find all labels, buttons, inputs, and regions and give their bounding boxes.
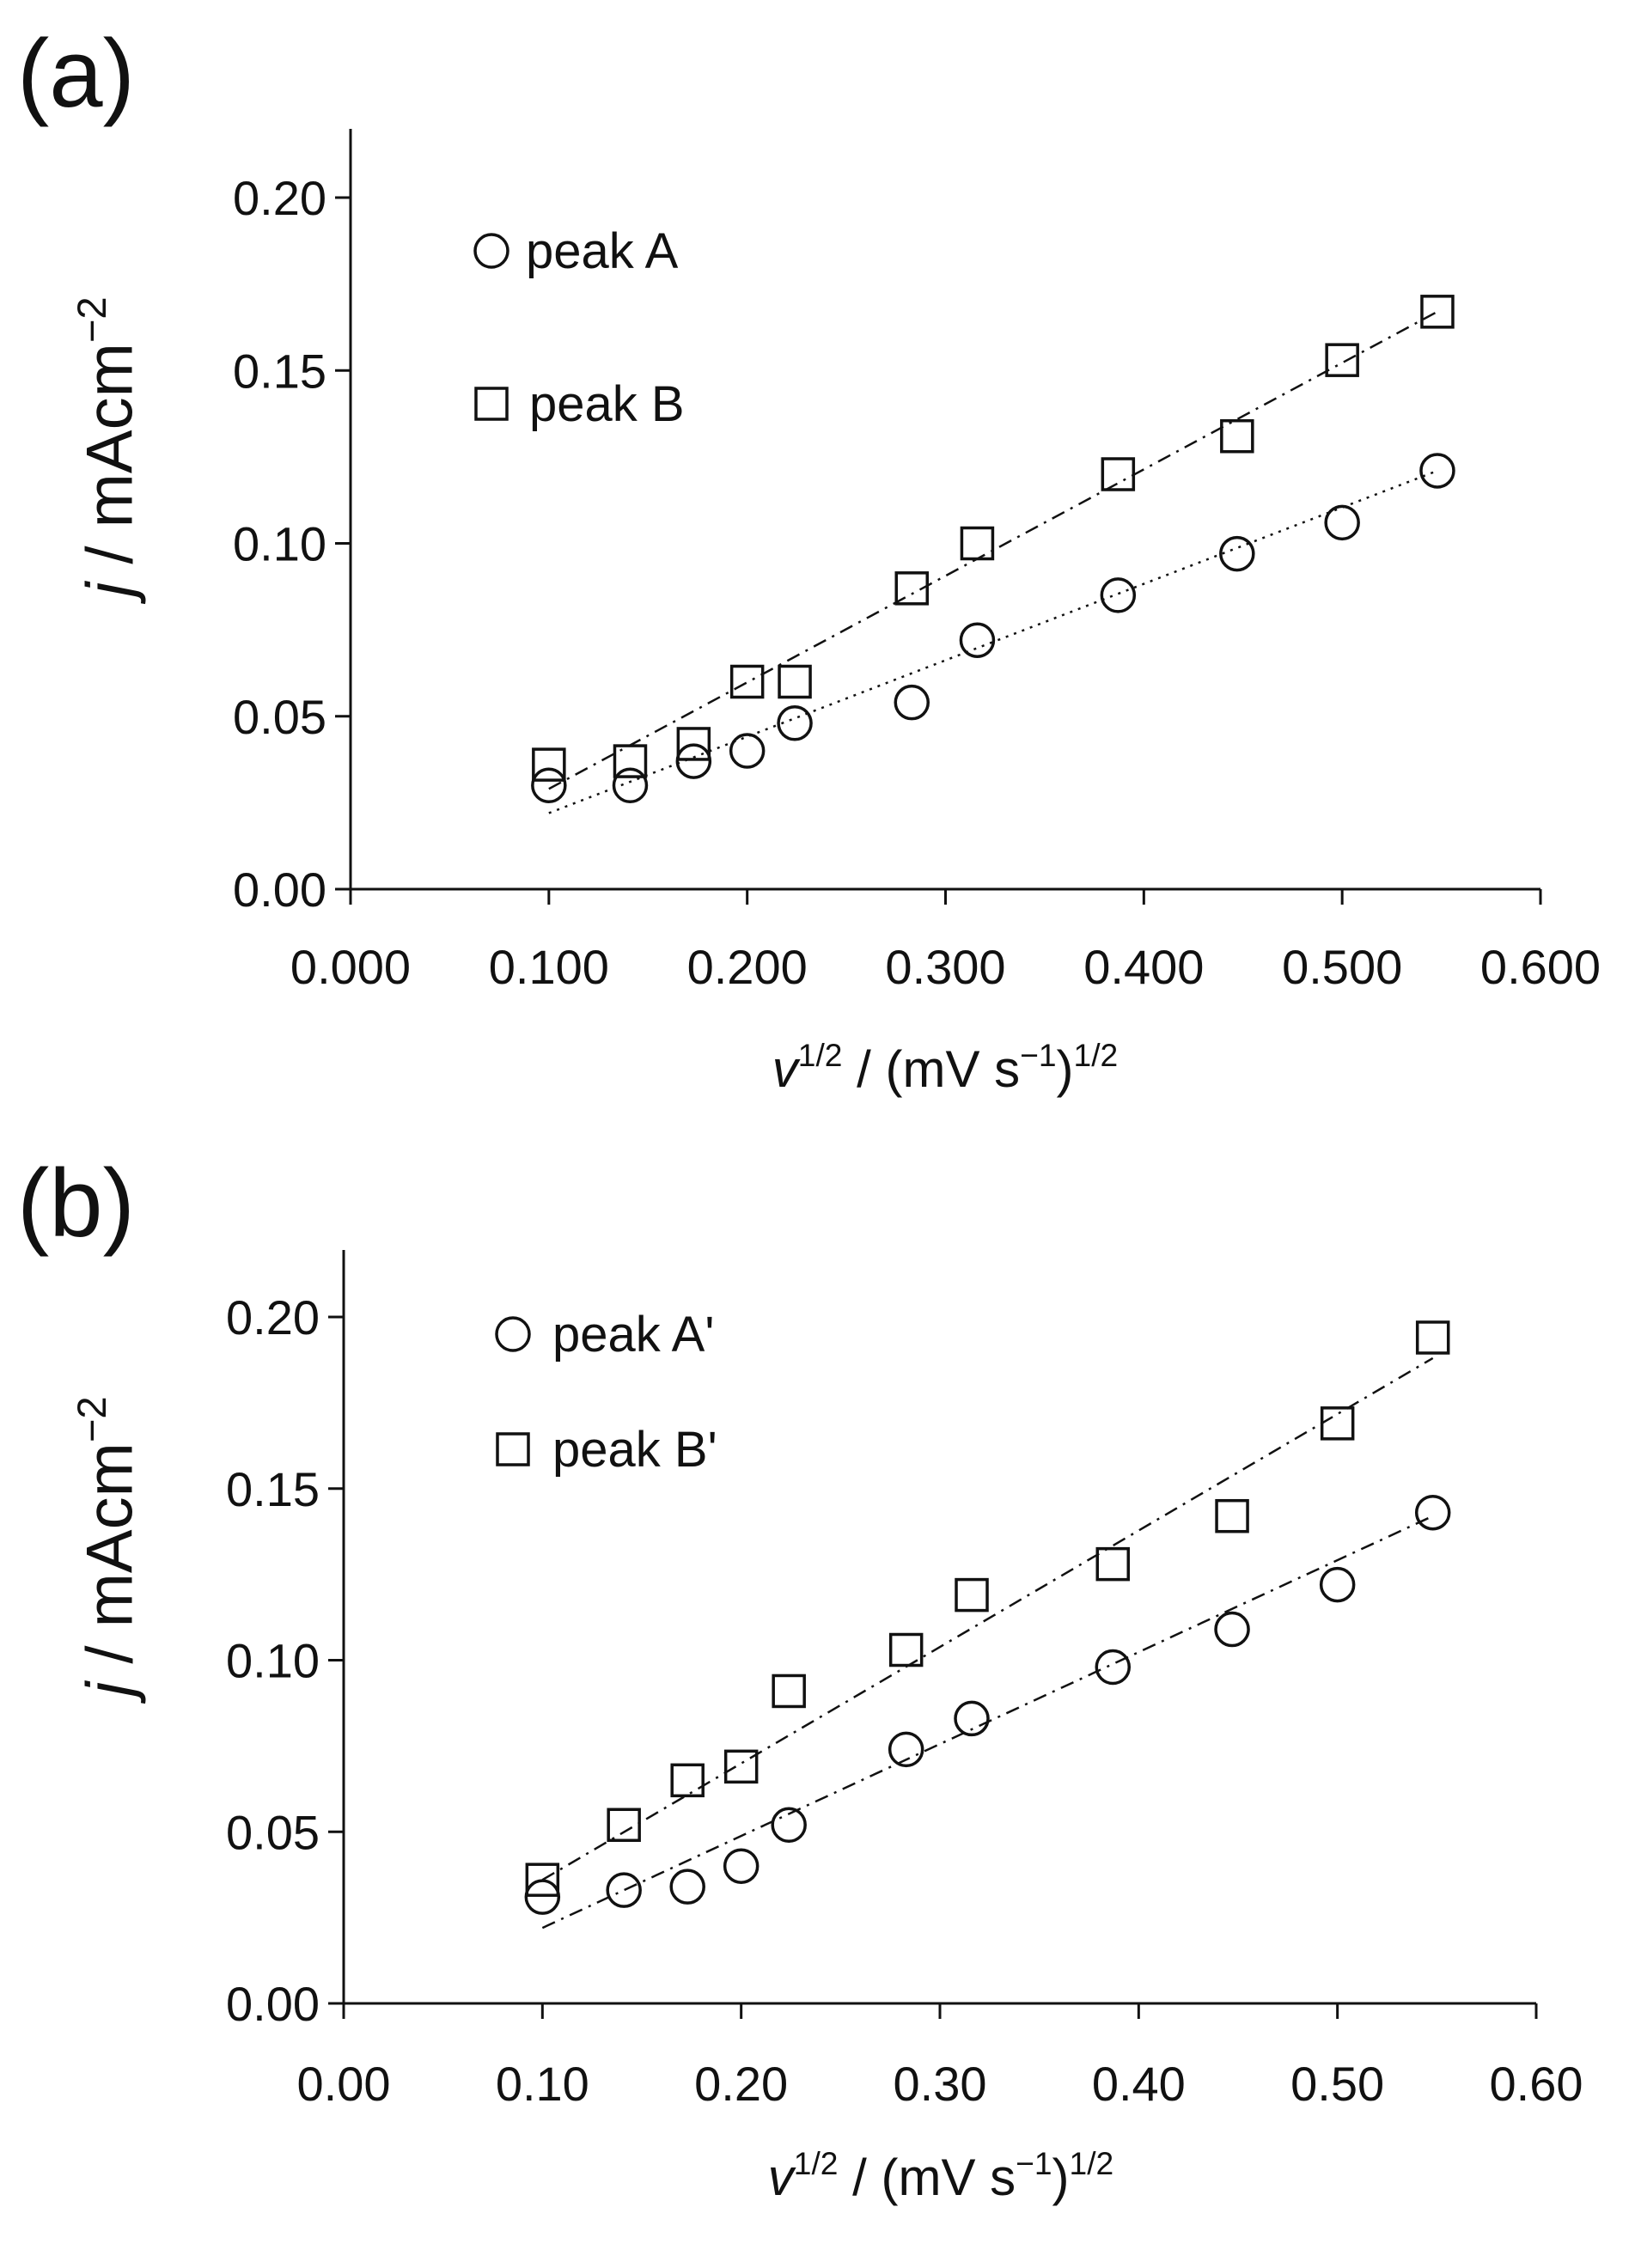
data-point-square (960, 526, 995, 561)
data-point-square (772, 1674, 806, 1709)
data-point-circle (1219, 535, 1255, 572)
data-point-square (1320, 1406, 1355, 1441)
y-tick-label: 0.10 (226, 1634, 320, 1688)
chart-canvas-b: 0.00 0.05 0.10 0.15 0.20 0.00 0.10 0.20 0.30 0.40… (226, 1250, 1583, 2111)
data-point-circle (1319, 1566, 1356, 1603)
data-point-square (955, 1577, 989, 1613)
x-tick-label: 0.300 (885, 940, 1005, 994)
data-point-square (888, 1632, 924, 1667)
data-point-square (778, 664, 812, 699)
data-point-circle (1324, 504, 1360, 541)
chart-canvas-a: 0.00 0.05 0.10 0.15 0.20 0.000 0.100 0.200 0.300… (233, 129, 1601, 994)
x-tick-label: 0.500 (1282, 940, 1402, 994)
panel-label-b: (b) (17, 1149, 135, 1257)
legend-label: peak A (526, 223, 679, 279)
data-point-square (525, 1863, 560, 1897)
data-point-circle (531, 767, 567, 803)
legend-label: peak A' (552, 1307, 714, 1363)
data-point-square (670, 1763, 705, 1798)
data-point-square (894, 571, 930, 606)
legend-marker-circle (473, 233, 509, 269)
y-tick-label: 0.00 (233, 863, 326, 917)
data-point-circle (669, 1869, 705, 1905)
y-tick-label: 0.10 (233, 517, 326, 571)
y-tick-label: 0.15 (226, 1462, 320, 1516)
legend-marker-square (496, 1432, 530, 1466)
x-tick-label: 0.600 (1480, 940, 1601, 994)
trendline-square (541, 1357, 1434, 1881)
data-point-circle (606, 1872, 642, 1908)
data-point-circle (524, 1879, 561, 1915)
data-point-square (1220, 418, 1254, 454)
x-tick-label: 0.000 (290, 940, 411, 994)
data-point-circle (888, 1731, 924, 1768)
data-point-square (1095, 1546, 1131, 1582)
data-point-circle (1095, 1649, 1132, 1686)
x-tick-label: 0.00 (297, 2057, 391, 2111)
data-point-square (676, 727, 711, 761)
data-point-square (729, 664, 765, 699)
data-point-circle (777, 705, 813, 741)
data-point-circle (729, 733, 766, 769)
x-tick-label: 0.20 (694, 2057, 788, 2111)
data-point-square (607, 1808, 641, 1843)
data-point-square (1415, 1320, 1450, 1355)
x-tick-label: 0.10 (496, 2057, 589, 2111)
data-point-square (613, 744, 648, 778)
data-point-square (1420, 295, 1455, 329)
y-tick-label: 0.15 (233, 344, 326, 398)
data-point-circle (723, 1848, 760, 1884)
data-point-square (532, 747, 566, 782)
data-point-circle (1419, 453, 1455, 489)
data-point-circle (1414, 1494, 1451, 1531)
legend-marker-circle (495, 1316, 531, 1352)
y-tick-label: 0.20 (226, 1290, 320, 1344)
data-point-square (723, 1749, 759, 1784)
y-tick-label: 0.05 (226, 1805, 320, 1859)
panel-label-a: (a) (17, 20, 135, 127)
chart-panel-b: 0.00 0.05 0.10 0.15 0.20 0.00 0.10 0.20 0.30 0.40… (0, 1134, 1635, 2268)
x-tick-label: 0.400 (1083, 940, 1204, 994)
x-axis-title-a: v1/2 / (mV s−1)1/2 (772, 1036, 1119, 1098)
data-point-square (1101, 457, 1136, 491)
data-point-circle (954, 1700, 990, 1737)
legend-label: peak B (529, 376, 685, 432)
x-tick-label: 0.60 (1490, 2057, 1583, 2111)
legend-label: peak B' (552, 1422, 717, 1478)
data-point-square (1215, 1498, 1249, 1533)
data-point-circle (612, 767, 649, 803)
x-tick-label: 0.30 (894, 2057, 987, 2111)
x-axis-title-b: v1/2 / (mV s−1)1/2 (767, 2144, 1114, 2206)
y-tick-label: 0.05 (233, 690, 326, 744)
legend-marker-square (474, 387, 509, 421)
data-point-circle (894, 684, 930, 721)
data-point-square (1325, 343, 1359, 377)
x-tick-label: 0.200 (687, 940, 808, 994)
data-point-circle (1214, 1611, 1250, 1648)
y-tick-label: 0.00 (226, 1977, 320, 2031)
data-point-circle (771, 1807, 807, 1844)
data-point-circle (1100, 577, 1137, 613)
x-tick-label: 0.100 (489, 940, 609, 994)
y-tick-label: 0.20 (233, 171, 326, 225)
x-tick-label: 0.40 (1092, 2057, 1186, 2111)
data-point-circle (675, 743, 712, 779)
x-tick-label: 0.50 (1290, 2057, 1384, 2111)
chart-panel-a: 0.00 0.05 0.10 0.15 0.20 0.000 0.100 0.200 0.300… (17, 20, 1601, 1099)
data-point-circle (959, 622, 996, 658)
